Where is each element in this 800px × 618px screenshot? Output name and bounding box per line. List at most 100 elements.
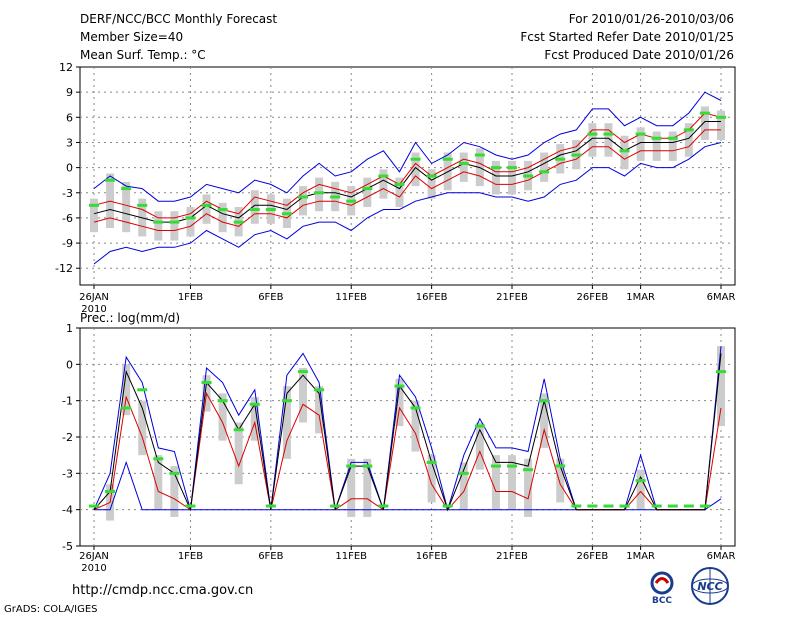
temp-ensemble-bar: [636, 127, 645, 161]
temp-ensemble-bar: [652, 131, 661, 161]
grads-credit: GrADS: COLA/IGES: [4, 604, 98, 615]
prec-ensemble-max-line: [93, 346, 722, 512]
prec-ensemble-bar: [282, 386, 291, 459]
temp-x-tick-label: 6FEB: [258, 292, 283, 303]
temp-y-tick-label: -9: [62, 237, 73, 250]
prec-ensemble-bar: [459, 462, 468, 510]
temp-ensemble-bar: [459, 152, 468, 182]
temp-y-tick-label: 0: [66, 162, 73, 175]
prec-ensemble-bar: [315, 386, 324, 434]
temp-ensemble-bar: [90, 198, 98, 233]
prec-ensemble-bar: [250, 397, 259, 441]
temp-y-tick-label: 3: [66, 136, 73, 149]
temp-ensemble-bar: [588, 123, 597, 157]
prec-x-tick-label: 11FEB: [335, 551, 367, 562]
fcst-started-date: Fcst Started Refer Date 2010/01/25: [520, 30, 734, 44]
ncc-logo: NCC: [691, 567, 729, 605]
prec-ensemble-bar: [508, 455, 516, 510]
prec-panel-title: Prec.: log(mm/d): [80, 311, 180, 325]
prec-ensemble-mean-line: [93, 353, 722, 512]
temp-ensemble-bar: [684, 123, 693, 157]
prec-ensemble-bar: [491, 455, 500, 510]
prec-x-tick-label: 21FEB: [496, 551, 528, 562]
temp-x-tick-label: 6MAR: [707, 292, 736, 303]
temp-x-tick-label: 1FEB: [178, 292, 203, 303]
prec-ensemble-bar: [234, 422, 243, 485]
temp-ensemble-bar: [604, 123, 613, 157]
temp-spread-upper-line: [93, 112, 722, 219]
svg-text:BCC: BCC: [652, 596, 672, 606]
prec-y-tick-label: -3: [62, 467, 73, 480]
temp-ensemble-bar: [700, 106, 709, 140]
prec-y-tick-label: -4: [62, 504, 73, 517]
prec-x-tick-label: 26FEB: [577, 551, 609, 562]
temp-y-tick-label: -12: [55, 262, 73, 275]
prec-ensemble-bar: [138, 400, 147, 456]
temp-ensemble-bar: [427, 169, 436, 199]
temp-ensemble-bar: [363, 177, 372, 208]
temp-ensemble-mean-line: [93, 121, 721, 223]
prec-y-tick-label: -2: [62, 431, 73, 444]
prec-ensemble-bar: [540, 393, 549, 448]
temp-x-tick-label: 2010: [81, 304, 106, 315]
temp-ensemble-bar: [411, 152, 420, 187]
prec-ensemble-bar: [154, 455, 163, 510]
prec-ensemble-bar: [475, 422, 484, 470]
prec-x-tick-label: 26JAN: [79, 551, 109, 562]
prec-y-tick-label: -5: [62, 540, 73, 553]
prec-ensemble-bar: [363, 458, 372, 517]
temp-y-tick-label: 12: [59, 61, 73, 74]
prec-ensemble-bar: [556, 458, 565, 503]
temp-y-tick-label: -6: [62, 212, 73, 225]
prec-ensemble-bar: [717, 346, 725, 427]
temp-ensemble-bar: [122, 181, 131, 233]
prec-ensemble-bar: [636, 469, 645, 510]
temp-plot-frame: [79, 66, 736, 286]
temp-x-tick-label: 26FEB: [577, 292, 609, 303]
chart-title: DERF/NCC/BCC Monthly Forecast: [80, 12, 278, 26]
temp-ensemble-bar: [620, 135, 629, 170]
temp-ensemble-bar: [170, 211, 179, 241]
forecast-period: For 2010/01/26-2010/03/06: [568, 12, 734, 26]
prec-x-tick-label: 6MAR: [707, 551, 736, 562]
prec-x-tick-label: 1FEB: [178, 551, 203, 562]
prec-ensemble-bar: [299, 367, 307, 423]
temp-ensemble-bar: [250, 190, 259, 224]
prec-ensemble-bar: [524, 458, 533, 517]
svg-text:NCC: NCC: [697, 580, 722, 593]
prec-ensemble-bar: [427, 455, 436, 503]
temp-ensemble-bar: [379, 169, 388, 199]
temp-spread-lower-line: [93, 129, 721, 231]
prec-ensemble-bar: [411, 400, 420, 452]
prec-x-tick-label: 16FEB: [416, 551, 448, 562]
temp-x-tick-label: 26JAN: [79, 292, 109, 303]
temp-ensemble-bar: [491, 160, 500, 195]
member-size-label: Member Size=40: [80, 30, 184, 44]
prec-ensemble-bar: [170, 466, 179, 517]
prec-ensemble-bar: [395, 378, 404, 427]
temp-x-tick-label: 11FEB: [335, 292, 367, 303]
prec-ensemble-bar: [122, 364, 131, 416]
temp-y-tick-label: 6: [66, 111, 73, 124]
temp-ensemble-bar: [668, 131, 677, 161]
variable-label: Mean Surf. Temp.: °C: [80, 48, 206, 62]
fcst-produced-date: Fcst Produced Date 2010/01/26: [544, 48, 734, 62]
prec-y-tick-label: 0: [66, 358, 73, 371]
temp-ensemble-max-line: [93, 91, 722, 202]
prec-spread-lower-line: [93, 391, 722, 511]
bcc-logo: BCC: [650, 571, 674, 606]
temp-ensemble-bar: [299, 186, 307, 216]
temp-x-tick-label: 16FEB: [416, 292, 448, 303]
temp-ensemble-min-line: [93, 142, 722, 265]
temp-ensemble-bar: [395, 177, 404, 208]
temp-ensemble-bar: [154, 211, 163, 241]
temp-ensemble-bar: [186, 207, 195, 237]
temp-ensemble-bar: [508, 160, 516, 195]
prec-ensemble-bar: [218, 393, 227, 441]
prec-y-tick-label: 1: [66, 322, 73, 335]
temp-ensemble-bar: [540, 152, 549, 182]
temp-x-tick-label: 21FEB: [496, 292, 528, 303]
temp-ensemble-bar: [218, 202, 227, 233]
temp-x-tick-label: 1MAR: [626, 292, 655, 303]
